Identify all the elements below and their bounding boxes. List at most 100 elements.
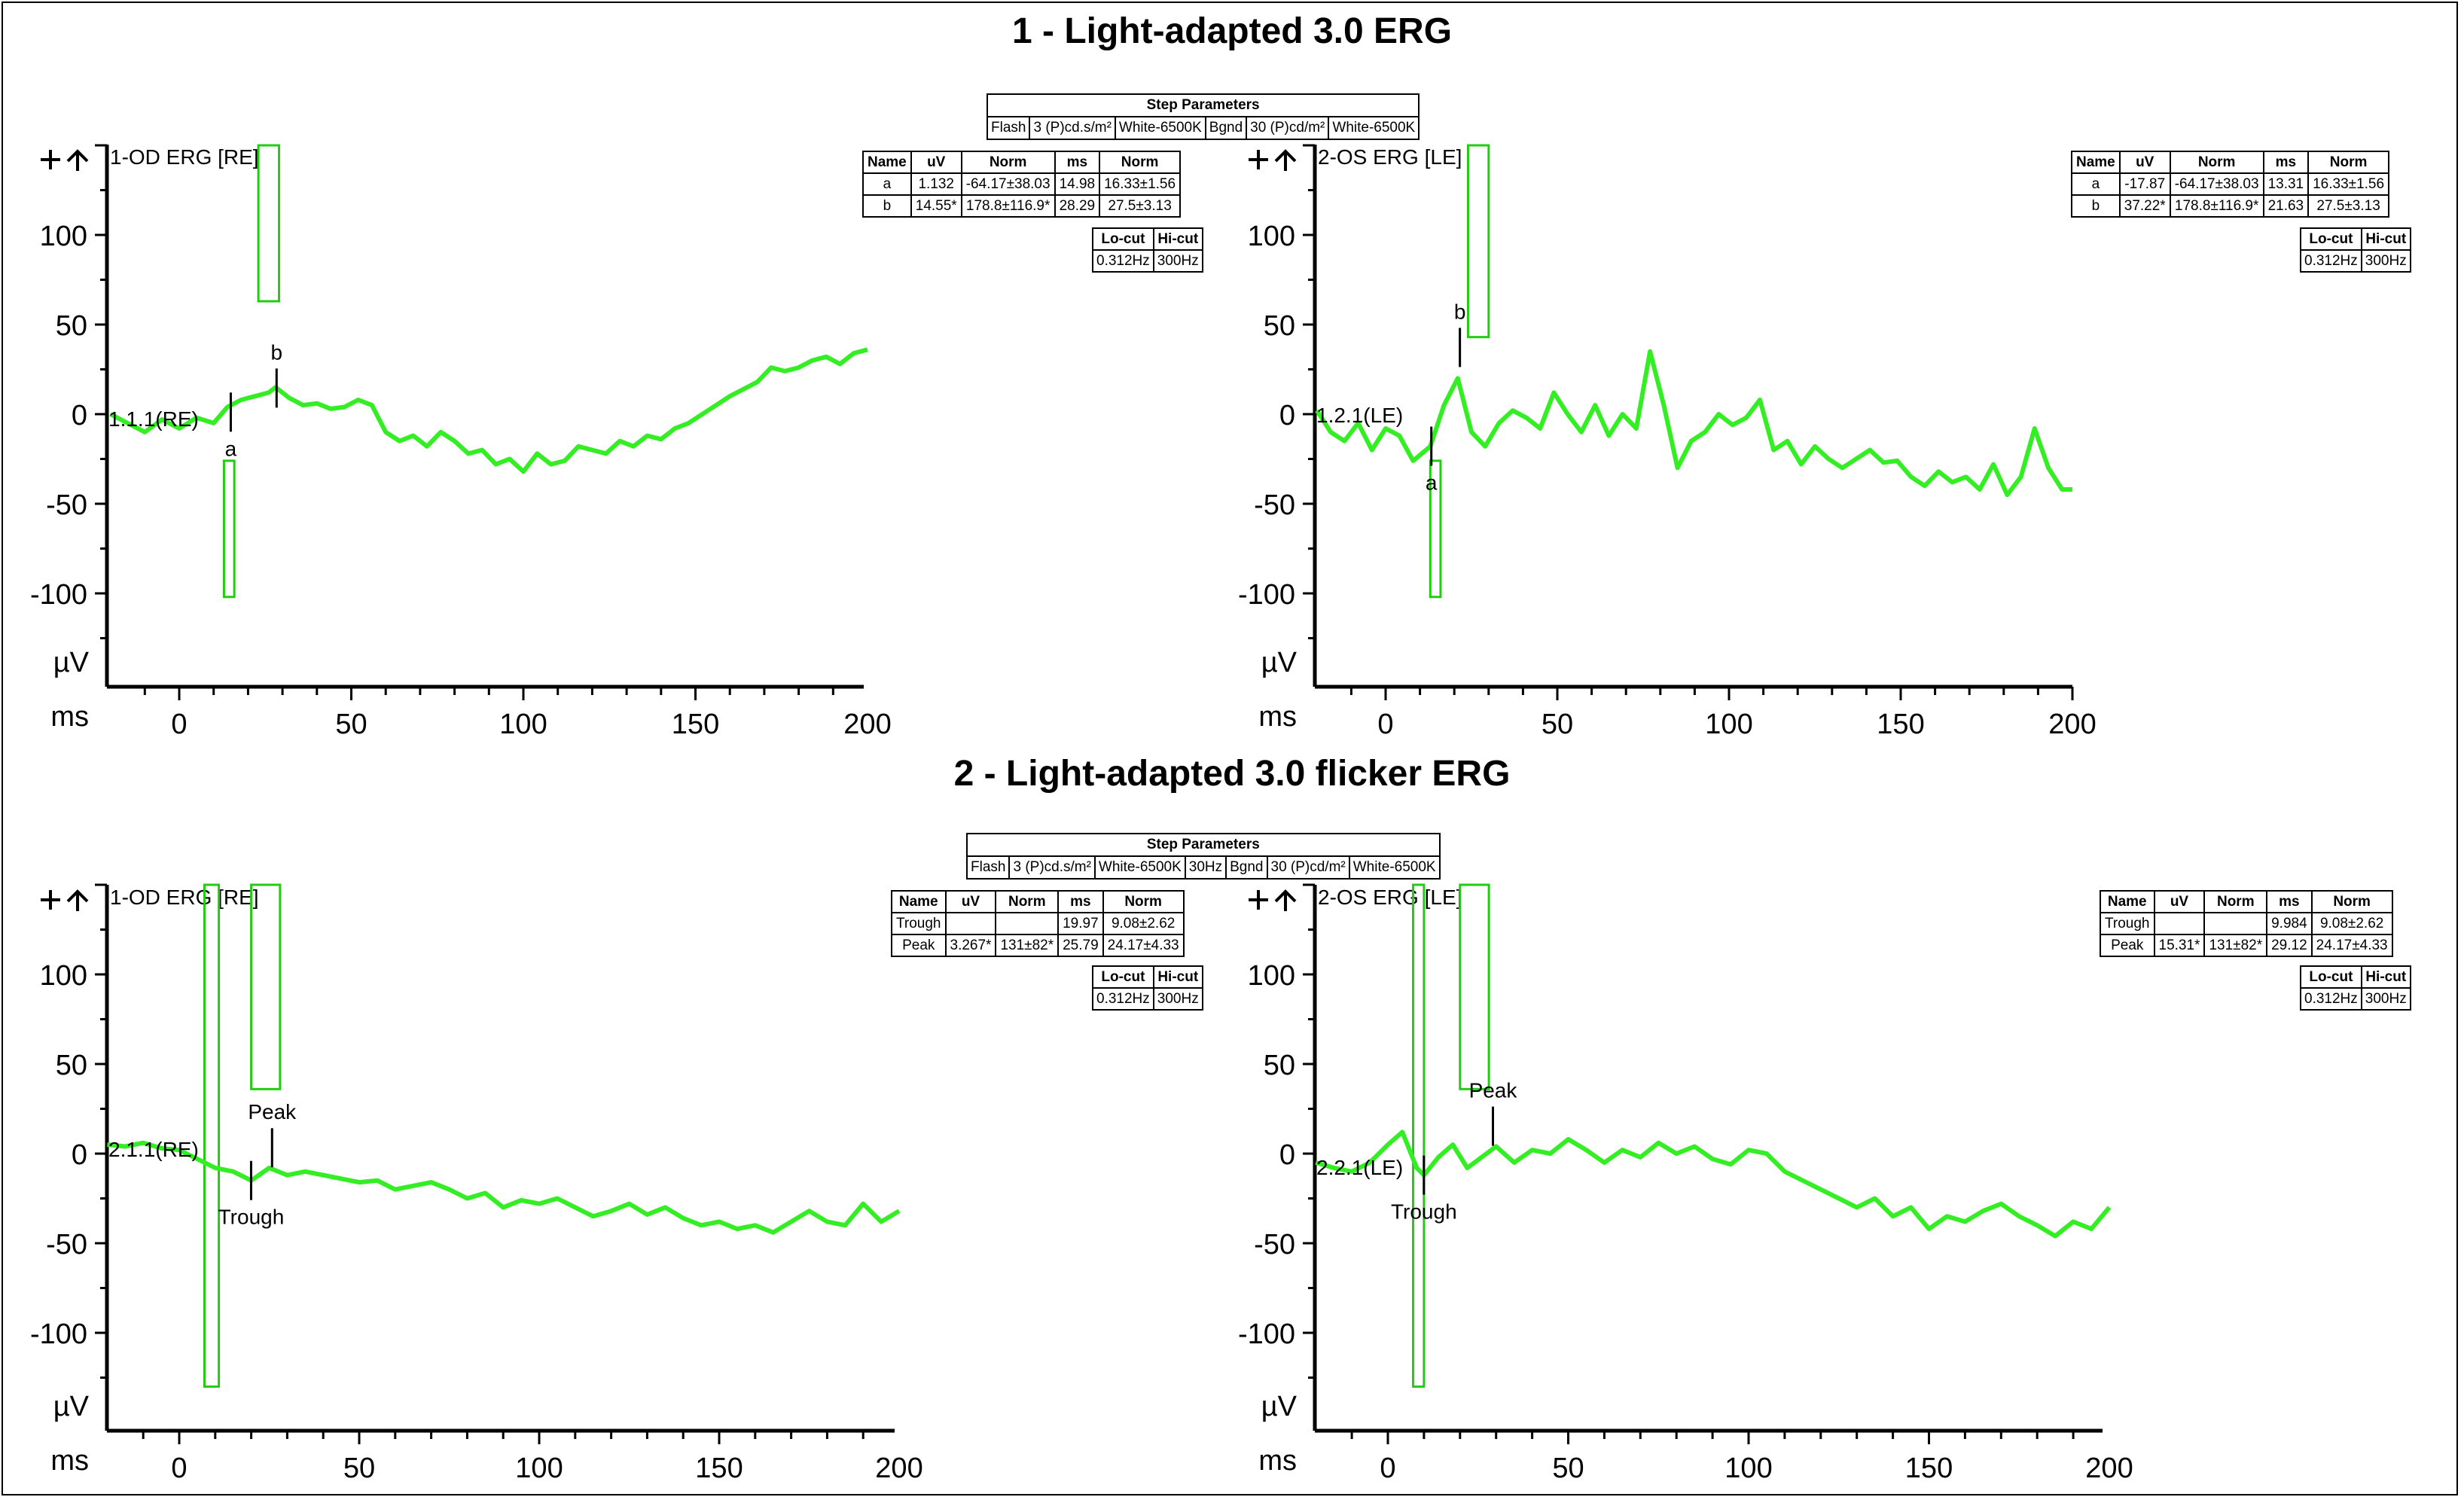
- results-cell: Peak: [891, 934, 947, 957]
- plus-icon: [41, 890, 60, 910]
- results-header: ms: [1057, 890, 1104, 913]
- results-cell: Peak: [2100, 934, 2155, 957]
- y-tick-label: -100: [1238, 579, 1295, 611]
- results-cell: -64.17±38.03: [960, 172, 1056, 196]
- y-axis-label: µV: [1261, 647, 1298, 678]
- filter-value: 0.312Hz: [1092, 987, 1154, 1011]
- y-tick-label: -100: [30, 579, 87, 611]
- results-header: uV: [2118, 151, 2171, 174]
- results-header: Name: [2100, 890, 2155, 913]
- results-cell: 27.5±3.13: [1099, 194, 1182, 218]
- results-cell: 16.33±1.56: [2307, 172, 2390, 196]
- up-arrow-icon: [1274, 889, 1297, 911]
- results-cell: 178.8±116.9*: [960, 194, 1056, 218]
- filter-header: Lo-cut: [1092, 965, 1154, 989]
- step-parameters-table: Step Parameters Flash 3 (P)cd.s/m² White…: [986, 93, 1420, 140]
- results-cell: 9.08±2.62: [2310, 912, 2393, 935]
- x-tick-label: 150: [1877, 709, 1924, 740]
- results-cell: 21.63: [2262, 194, 2310, 218]
- results-header: Norm: [2169, 151, 2264, 174]
- erg-trace: [107, 1140, 901, 1235]
- results-header: Norm: [960, 151, 1056, 174]
- x-tick-label: 0: [1377, 709, 1393, 740]
- y-tick-label: 0: [72, 400, 87, 431]
- stimulus-marker: [257, 144, 281, 303]
- results-header: ms: [2262, 151, 2310, 174]
- results-header: Norm: [1102, 890, 1185, 913]
- x-tick-label: 50: [343, 1453, 375, 1484]
- y-tick-label: 50: [1264, 310, 1295, 342]
- results-header: Name: [2071, 151, 2121, 174]
- plus-icon: [1249, 150, 1268, 169]
- x-tick-label: 200: [843, 709, 891, 740]
- step-parameter-cell: White-6500K: [1093, 855, 1186, 880]
- plus-icon: [41, 150, 60, 169]
- x-tick-label: 100: [1705, 709, 1752, 740]
- filter-table: Lo-cut Hi-cut 0.312Hz 300Hz: [2300, 965, 2411, 1011]
- x-tick-label: 150: [672, 709, 719, 740]
- step-parameter-cell: White-6500K: [1348, 855, 1441, 880]
- filter-header: Hi-cut: [2360, 965, 2411, 989]
- erg-panel: 100 50 0 -50 -100 0 50 100 150 200 µV ms 1-OD ERG [R…: [30, 144, 892, 740]
- results-cell: [995, 912, 1060, 935]
- x-tick-label: 0: [1380, 1453, 1395, 1484]
- section-title: 2 - Light-adapted 3.0 flicker ERG: [953, 754, 1511, 794]
- trace-label: 2.2.1(LE): [1316, 1156, 1403, 1179]
- step-parameters-title: Step Parameters: [986, 93, 1420, 117]
- step-parameter-cell: 30Hz: [1184, 855, 1227, 880]
- up-arrow-icon: [66, 149, 89, 171]
- trace-label: 1.2.1(LE): [1316, 404, 1403, 427]
- x-tick-label: 0: [171, 1453, 187, 1484]
- results-header: Name: [862, 151, 912, 174]
- peak-label: a: [1426, 471, 1438, 495]
- results-cell: b: [862, 194, 912, 218]
- results-cell: 24.17±4.33: [2310, 934, 2393, 957]
- x-axis-label: ms: [50, 701, 89, 733]
- y-tick-label: 100: [40, 221, 87, 252]
- x-tick-label: 200: [2085, 1453, 2133, 1484]
- results-cell: 3.267*: [944, 934, 997, 957]
- peak-label: Trough: [1391, 1200, 1457, 1224]
- results-cell: 9.08±2.62: [1102, 912, 1185, 935]
- table-row: Trough 9.984 9.08±2.62: [2100, 912, 2393, 935]
- results-cell: 16.33±1.56: [1099, 172, 1182, 196]
- x-tick-label: 50: [1542, 709, 1573, 740]
- stimulus-marker: [1459, 883, 1490, 1090]
- step-parameter-cell: White-6500K: [1114, 116, 1206, 140]
- erg-trace: [109, 347, 868, 474]
- step-parameter-cell: 30 (P)cd/m²: [1246, 116, 1330, 140]
- filter-value: 300Hz: [2360, 249, 2411, 273]
- results-header: Norm: [1099, 151, 1182, 174]
- results-cell: 131±82*: [2203, 934, 2268, 957]
- results-table: Name uV Norm ms Norm Trough 19.97 9.08±2…: [891, 890, 1185, 957]
- filter-header: Lo-cut: [1092, 227, 1154, 251]
- channel-label: 1-OD ERG [RE]: [110, 886, 259, 909]
- step-parameters-title: Step Parameters: [966, 833, 1441, 857]
- x-axis-label: ms: [1258, 701, 1297, 733]
- step-parameter-cell: Flash: [986, 116, 1031, 140]
- filter-value: 0.312Hz: [1092, 249, 1154, 273]
- step-parameter-cell: Bgnd: [1225, 855, 1268, 880]
- stimulus-marker: [250, 883, 282, 1090]
- peak-label: b: [1454, 300, 1466, 323]
- results-cell: a: [2071, 172, 2121, 196]
- step-parameter-cell: Bgnd: [1204, 116, 1248, 140]
- section-title: 1 - Light-adapted 3.0 ERG: [1011, 11, 1453, 51]
- filter-value: 0.312Hz: [2300, 249, 2362, 273]
- channel-label: 1-OD ERG [RE]: [110, 145, 259, 169]
- y-axis-label: µV: [1261, 1391, 1298, 1422]
- table-row: b 37.22* 178.8±116.9* 21.63 27.5±3.13: [2071, 194, 2390, 218]
- x-tick-label: 150: [1905, 1453, 1953, 1484]
- filter-header: Hi-cut: [1152, 227, 1203, 251]
- step-parameter-cell: 30 (P)cd/m²: [1266, 855, 1350, 880]
- results-header: uV: [910, 151, 962, 174]
- y-tick-label: -100: [1238, 1319, 1295, 1350]
- erg-panel: 100 50 0 -50 -100 0 50 100 150 200 µV ms 2-OS ERG [L…: [1238, 883, 2133, 1484]
- results-cell: b: [2071, 194, 2121, 218]
- filter-header: Lo-cut: [2300, 227, 2362, 251]
- results-cell: 15.31*: [2153, 934, 2206, 957]
- filter-header: Hi-cut: [2360, 227, 2411, 251]
- peak-label: Peak: [1469, 1079, 1518, 1102]
